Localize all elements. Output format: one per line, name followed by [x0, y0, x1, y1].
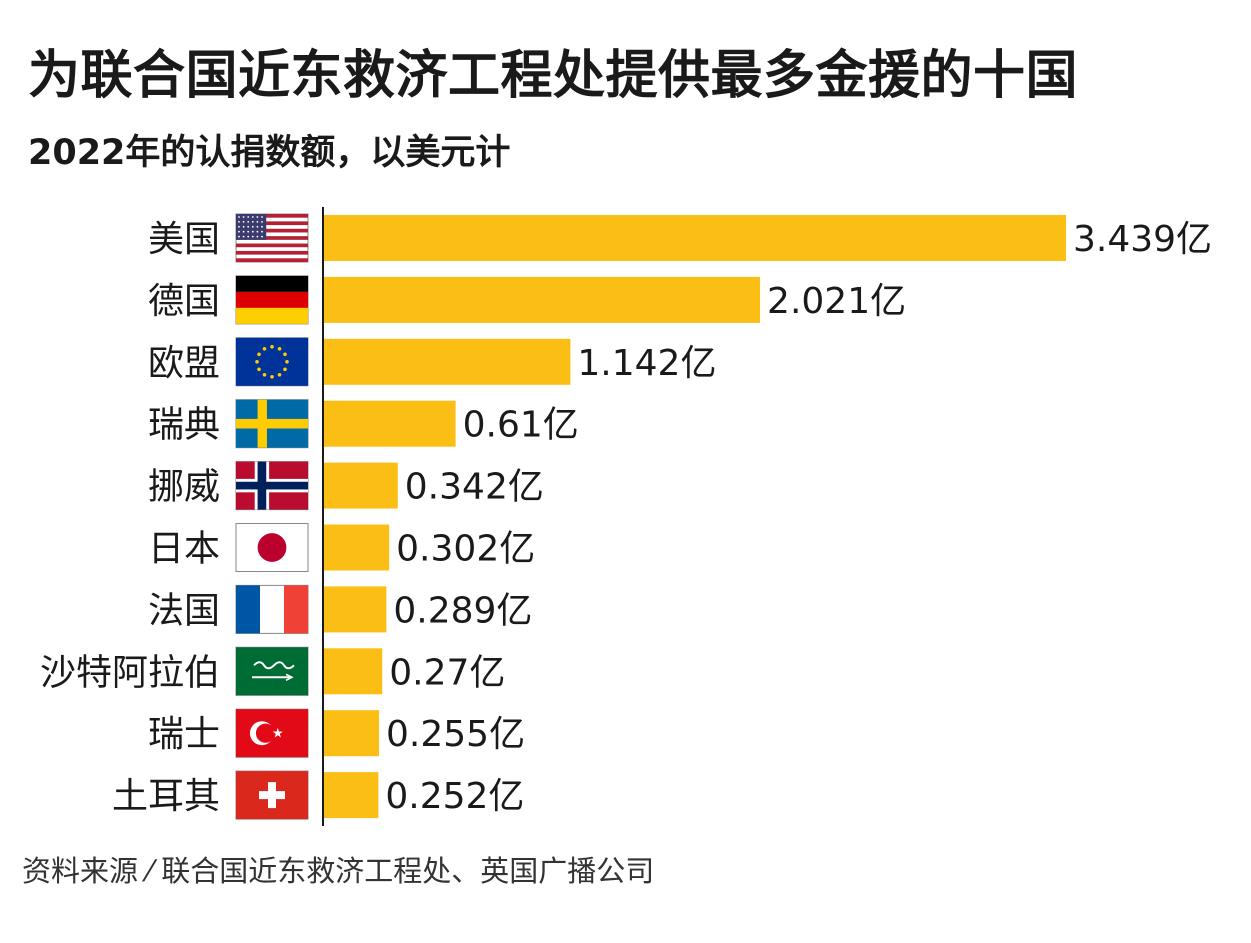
category-label: 瑞士: [148, 714, 220, 755]
bar-row: 土耳其 0.252亿: [112, 770, 524, 820]
value-label: 2.021亿: [767, 281, 906, 322]
bar: [324, 524, 390, 571]
value-label: 1.142亿: [577, 343, 716, 384]
source-note: 资料来源 ⁄ 联合国近东救济工程处、英国广播公司: [22, 854, 655, 888]
category-label: 欧盟: [148, 343, 220, 384]
france-flag-icon: [235, 584, 309, 634]
saudi-flag-icon: [235, 646, 309, 696]
category-label: 美国: [148, 219, 220, 260]
bar-row: 美国 3.439亿: [148, 213, 1212, 263]
bar-row: 挪威 0.342亿: [148, 461, 544, 511]
category-label: 挪威: [148, 467, 220, 508]
bar-row: 欧盟 1.142亿: [148, 337, 716, 387]
bar-row: 德国 2.021亿: [148, 275, 906, 325]
us-flag-icon: [235, 213, 309, 263]
bar: [324, 772, 379, 819]
bar-row: 瑞典 0.61亿: [148, 399, 579, 449]
eu-flag-icon: [235, 337, 309, 387]
bar: [324, 710, 380, 757]
category-label: 土耳其: [112, 776, 220, 817]
category-label: 瑞典: [148, 405, 220, 446]
category-label: 沙特阿拉伯: [40, 652, 220, 693]
value-label: 0.255亿: [386, 714, 525, 755]
bar: [324, 338, 571, 385]
value-label: 0.252亿: [385, 776, 524, 817]
bar-row: 法国 0.289亿: [148, 584, 532, 634]
swiss-flag-icon: [235, 770, 309, 820]
bar: [324, 215, 1066, 261]
value-label: 0.302亿: [396, 529, 535, 570]
bar: [324, 462, 398, 509]
category-label: 法国: [148, 590, 220, 631]
bar-row: 日本 0.302亿: [148, 523, 535, 572]
sweden-flag-icon: [235, 399, 309, 449]
bar: [324, 586, 387, 633]
bar: [324, 648, 383, 695]
japan-flag-icon: [235, 523, 309, 572]
category-label: 德国: [148, 281, 220, 322]
value-label: 0.342亿: [405, 467, 544, 508]
value-label: 0.289亿: [393, 590, 532, 631]
chart-title: 为联合国近东救济工程处提供最多金援的十国: [28, 46, 1079, 106]
chart-subtitle: 2022年的认捐数额，以美元计: [28, 133, 511, 173]
category-label: 日本: [148, 529, 220, 570]
norway-flag-icon: [235, 461, 309, 511]
bar: [324, 276, 761, 323]
bar-row: 瑞士 0.255亿: [148, 708, 525, 758]
bar-row: 沙特阿拉伯 0.27亿: [40, 646, 505, 696]
value-label: 0.27亿: [389, 652, 505, 693]
value-label: 0.61亿: [463, 405, 579, 446]
value-label: 3.439亿: [1073, 219, 1212, 260]
germany-flag-icon: [235, 275, 309, 325]
bar: [324, 400, 456, 447]
turkey-flag-icon: [235, 708, 309, 758]
